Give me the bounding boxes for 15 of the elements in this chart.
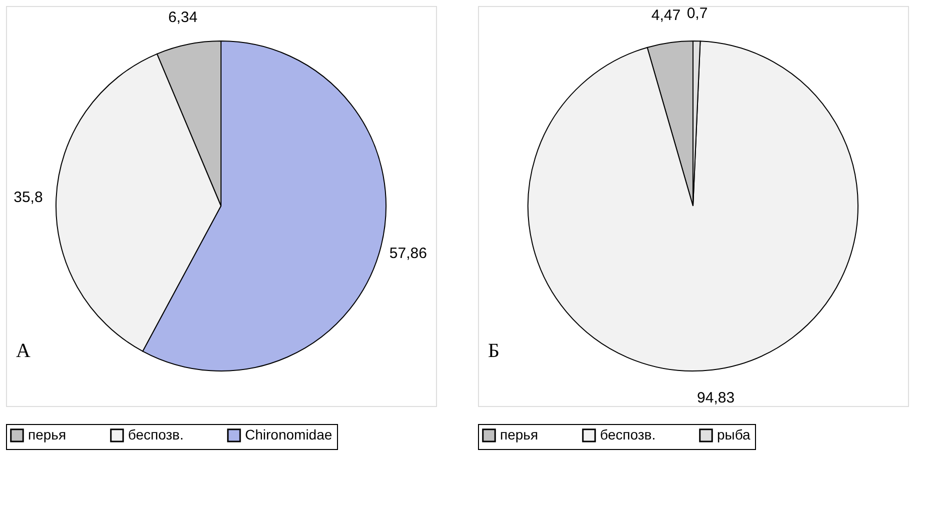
legend-label: Chironomidae [245, 426, 332, 442]
data-label: 94,83 [697, 390, 735, 407]
legend-label: перья [500, 426, 538, 442]
legend-label: беспозв. [128, 426, 184, 442]
data-label: 57,86 [389, 245, 427, 262]
legend-label: перья [28, 426, 66, 442]
legend-label: рыба [717, 426, 751, 442]
text: Б [488, 340, 500, 362]
data-label: 0,7 [686, 5, 708, 22]
pie-slice [528, 40, 858, 372]
legend-label: беспозв. [600, 426, 656, 442]
data-label: 6,34 [168, 8, 198, 26]
data-label: 4,47 [651, 6, 681, 24]
text: А [16, 340, 31, 362]
data-label: 35,8 [14, 188, 43, 206]
